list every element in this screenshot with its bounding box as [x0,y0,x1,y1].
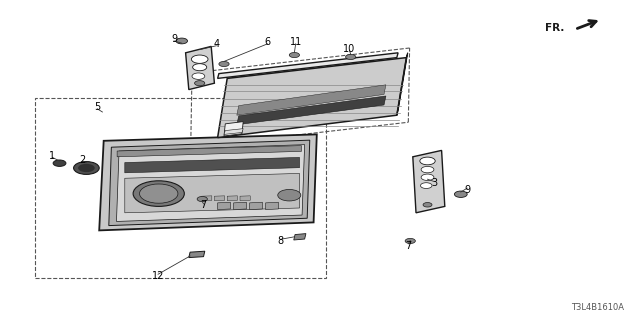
Text: 6: 6 [264,36,271,47]
Text: 10: 10 [343,44,356,54]
Polygon shape [125,173,300,213]
Polygon shape [218,58,406,138]
Polygon shape [250,202,262,210]
Polygon shape [117,146,301,157]
Circle shape [192,73,205,79]
Text: 3: 3 [431,178,437,188]
Polygon shape [214,196,225,201]
Text: 8: 8 [277,236,284,246]
Polygon shape [109,140,310,226]
Circle shape [193,64,207,71]
Circle shape [420,183,432,188]
Circle shape [421,174,434,180]
Circle shape [346,54,356,60]
Polygon shape [218,202,230,210]
Polygon shape [189,251,205,258]
Polygon shape [218,53,398,78]
Text: FR.: FR. [545,23,564,33]
Text: 7: 7 [405,241,412,251]
Polygon shape [202,196,212,201]
Polygon shape [413,150,445,213]
Text: 9: 9 [171,34,177,44]
Polygon shape [224,122,243,136]
Polygon shape [397,53,408,115]
Circle shape [191,55,208,63]
Polygon shape [237,85,386,115]
Text: 2: 2 [79,155,85,165]
Text: 5: 5 [94,102,100,112]
Text: 11: 11 [289,37,302,47]
Text: 9: 9 [464,185,470,195]
Text: T3L4B1610A: T3L4B1610A [571,303,624,312]
Text: 4: 4 [213,39,220,49]
Circle shape [140,184,178,203]
Circle shape [74,162,99,174]
Circle shape [219,61,229,67]
Text: 12: 12 [152,271,164,281]
Circle shape [405,238,415,244]
Text: 7: 7 [200,200,207,211]
Circle shape [420,157,435,165]
Polygon shape [99,134,317,230]
Circle shape [454,191,467,197]
Bar [35,98,326,278]
Polygon shape [237,96,386,125]
Polygon shape [266,202,278,210]
Polygon shape [224,129,243,134]
Circle shape [278,189,301,201]
Circle shape [53,160,66,166]
Circle shape [195,81,205,86]
Polygon shape [125,157,300,173]
Circle shape [421,166,434,173]
Polygon shape [227,196,237,201]
Circle shape [133,181,184,206]
Text: 1: 1 [49,151,56,161]
Polygon shape [240,196,250,201]
Circle shape [176,38,188,44]
Circle shape [197,196,207,202]
Circle shape [289,52,300,58]
Circle shape [78,164,95,172]
Polygon shape [234,202,246,210]
Circle shape [423,203,432,207]
Polygon shape [294,234,306,240]
Polygon shape [186,46,214,90]
Polygon shape [116,145,305,221]
